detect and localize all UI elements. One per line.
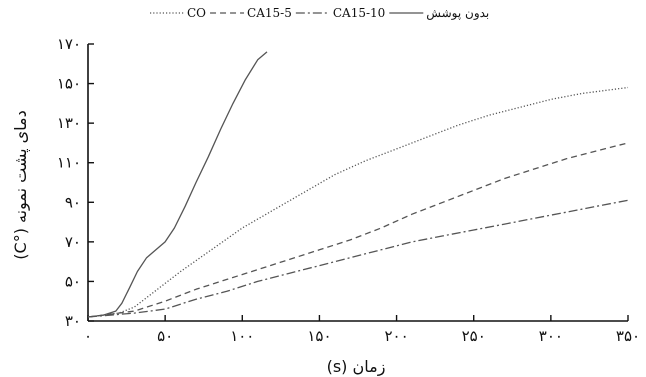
y-tick-label: ۳۰ (65, 312, 81, 330)
y-axis-label: دمای پشت نمونه (°C) (11, 110, 31, 259)
legend-label: CA15-5 (247, 6, 292, 20)
series-line-CA15-5 (87, 142, 629, 318)
x-axis-label: زمان (s) (327, 357, 386, 377)
y-tick-label: ۱۱۰ (57, 154, 81, 172)
legend-label: CA15-10 (333, 6, 385, 20)
x-tick-label: ۰ (84, 327, 92, 345)
y-tick-label: ۷۰ (65, 233, 81, 251)
y-tick-label: ۱۷۰ (57, 35, 81, 53)
y-tick-label: ۵۰ (65, 272, 81, 290)
x-tick-label: ۲۰۰ (384, 327, 408, 345)
y-tick-label: ۹۰ (65, 193, 81, 211)
series-line-CA15-10 (87, 199, 629, 318)
x-tick-label: ۳۵۰ (616, 327, 640, 345)
series-line-CO (87, 86, 629, 318)
legend-label: بدون پوشش (426, 6, 489, 20)
legend: CO CA15-5 CA15-10 بدون پوشش (150, 6, 489, 20)
x-tick-label: ۱۵۰ (307, 327, 331, 345)
x-tick-label: ۳۰۰ (539, 327, 563, 345)
y-tick-label: ۱۵۰ (57, 75, 81, 93)
series-layer (87, 51, 629, 318)
x-tick-label: ۵۰ (157, 327, 173, 345)
legend-label: CO (187, 6, 206, 20)
series-line-بدون پوشش (87, 51, 268, 318)
x-tick-label: ۲۵۰ (462, 327, 486, 345)
axes: ۰ ۵۰ ۱۰۰ ۱۵۰ ۲۰۰ ۲۵۰ ۳۰۰ ۳۵۰ ۳۰ ۵۰ ۷۰ ۹۰ ۱۱۰ ۱۳۰ ۱۵۰ ۱۷… (57, 35, 640, 345)
y-tick-label: ۱۳۰ (57, 114, 81, 132)
x-tick-label: ۱۰۰ (230, 327, 254, 345)
